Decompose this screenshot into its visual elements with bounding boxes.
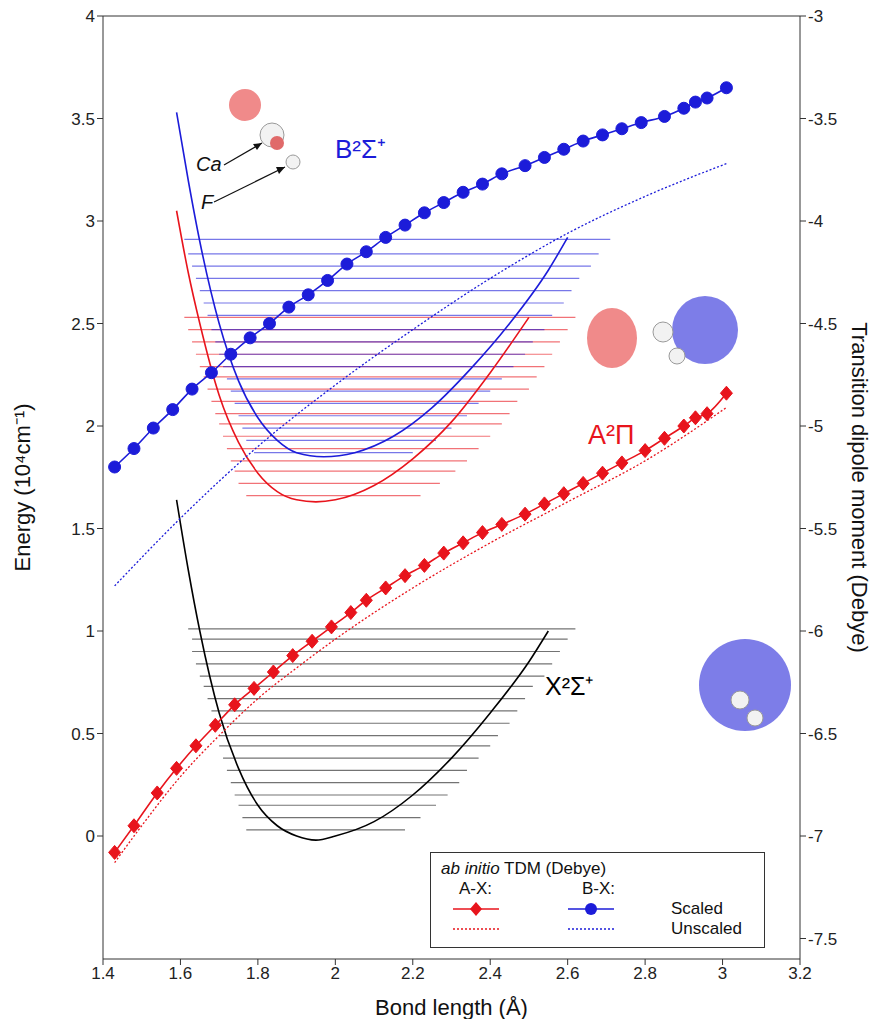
html-text:B-X:: B-X: [582, 879, 616, 898]
svg-text:2: 2 [331, 964, 340, 983]
svg-text:-4: -4 [808, 212, 823, 231]
svg-text:Energy (10⁴cm⁻¹): Energy (10⁴cm⁻¹) [10, 403, 35, 571]
svg-text:3.5: 3.5 [71, 110, 95, 129]
svg-text:2.2: 2.2 [401, 964, 425, 983]
svg-text:-4.5: -4.5 [808, 315, 837, 334]
svg-text:1.8: 1.8 [246, 964, 270, 983]
html-text:Ca: Ca [196, 153, 222, 175]
html-text:F: F [201, 191, 214, 213]
svg-text:-5: -5 [808, 417, 823, 436]
html-text:ab initio TDM (Debye): ab initio TDM (Debye) [441, 859, 606, 878]
svg-text:-7: -7 [808, 827, 823, 846]
svg-text:-7.5: -7.5 [808, 930, 837, 949]
html-text:B²Σ⁺: B²Σ⁺ [335, 134, 387, 164]
html-text:X²Σ⁺: X²Σ⁺ [545, 672, 594, 700]
svg-text:3: 3 [86, 212, 95, 231]
html-text:Unscaled: Unscaled [671, 919, 742, 938]
svg-text:3: 3 [718, 964, 727, 983]
svg-text:4: 4 [86, 7, 95, 26]
svg-text:3.2: 3.2 [788, 964, 812, 983]
svg-text:-3.5: -3.5 [808, 110, 837, 129]
svg-text:Bond length (Å): Bond length (Å) [375, 995, 528, 1019]
svg-text:-6: -6 [808, 622, 823, 641]
svg-text:Transition dipole moment (Deby: Transition dipole moment (Debye) [847, 322, 872, 653]
svg-text:2.4: 2.4 [478, 964, 502, 983]
svg-text:2.6: 2.6 [556, 964, 580, 983]
html-text:A²Π: A²Π [588, 420, 635, 450]
svg-text:0: 0 [86, 827, 95, 846]
svg-text:1.4: 1.4 [91, 964, 115, 983]
svg-text:-5.5: -5.5 [808, 520, 837, 539]
svg-text:1.6: 1.6 [169, 964, 193, 983]
svg-text:2.8: 2.8 [633, 964, 657, 983]
html-text:Scaled: Scaled [671, 899, 723, 918]
svg-text:2: 2 [86, 417, 95, 436]
html-text:A-X:: A-X: [459, 879, 493, 898]
svg-text:2.5: 2.5 [71, 315, 95, 334]
svg-text:0.5: 0.5 [71, 725, 95, 744]
svg-text:1.5: 1.5 [71, 520, 95, 539]
svg-text:1: 1 [86, 622, 95, 641]
svg-text:-6.5: -6.5 [808, 725, 837, 744]
svg-text:-3: -3 [808, 7, 823, 26]
